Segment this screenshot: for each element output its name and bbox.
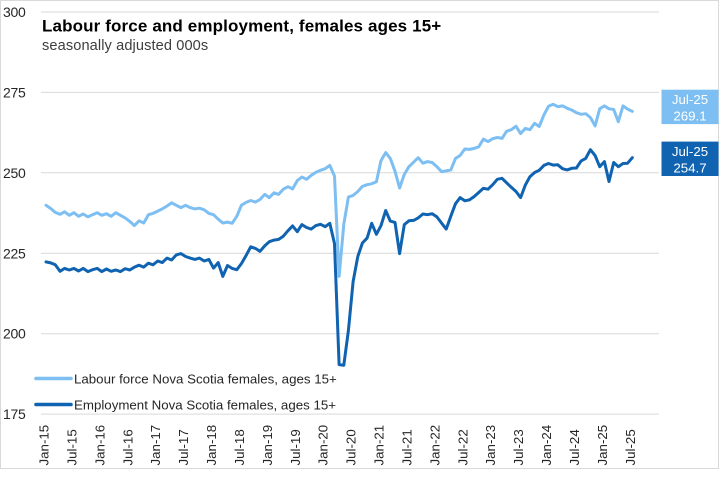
svg-text:Jul-16: Jul-16 xyxy=(120,429,135,465)
svg-text:Jul-24: Jul-24 xyxy=(567,429,582,465)
svg-text:Jan-16: Jan-16 xyxy=(92,425,107,466)
svg-text:seasonally adjusted 000s: seasonally adjusted 000s xyxy=(42,38,208,54)
svg-text:275: 275 xyxy=(3,84,26,100)
svg-text:Jan-19: Jan-19 xyxy=(260,425,275,466)
svg-text:254.7: 254.7 xyxy=(673,161,706,176)
svg-text:175: 175 xyxy=(3,406,26,422)
svg-text:Jul-25: Jul-25 xyxy=(623,429,638,465)
svg-text:Jan-17: Jan-17 xyxy=(148,425,163,466)
svg-text:250: 250 xyxy=(3,165,26,181)
svg-text:Jul-17: Jul-17 xyxy=(176,429,191,465)
svg-text:Jul-15: Jul-15 xyxy=(64,429,79,465)
svg-text:Jan-22: Jan-22 xyxy=(427,425,442,466)
svg-text:Jul-25: Jul-25 xyxy=(672,92,708,107)
svg-text:269.1: 269.1 xyxy=(673,109,706,124)
svg-text:Jan-23: Jan-23 xyxy=(483,425,498,466)
svg-text:Jan-20: Jan-20 xyxy=(316,425,331,466)
svg-text:Jul-19: Jul-19 xyxy=(288,429,303,465)
svg-text:Jan-25: Jan-25 xyxy=(595,425,610,466)
svg-text:Jul-21: Jul-21 xyxy=(399,429,414,465)
svg-text:Jul-25: Jul-25 xyxy=(672,144,708,159)
svg-text:Jul-18: Jul-18 xyxy=(232,429,247,465)
svg-text:Jul-20: Jul-20 xyxy=(344,429,359,465)
svg-text:Labour force Nova Scotia femal: Labour force Nova Scotia females, ages 1… xyxy=(74,372,337,387)
svg-text:Jul-23: Jul-23 xyxy=(511,429,526,465)
svg-text:200: 200 xyxy=(3,326,26,342)
svg-text:300: 300 xyxy=(3,4,26,20)
svg-text:Jan-24: Jan-24 xyxy=(539,425,554,466)
svg-text:Jan-18: Jan-18 xyxy=(204,425,219,466)
svg-text:225: 225 xyxy=(3,245,26,261)
svg-text:Labour force and employment, f: Labour force and employment, females age… xyxy=(42,17,441,36)
svg-text:Jan-21: Jan-21 xyxy=(372,425,387,466)
svg-text:Employment Nova Scotia females: Employment Nova Scotia females, ages 15+ xyxy=(74,398,336,413)
svg-text:Jul-22: Jul-22 xyxy=(455,429,470,465)
svg-text:Jan-15: Jan-15 xyxy=(37,425,52,466)
